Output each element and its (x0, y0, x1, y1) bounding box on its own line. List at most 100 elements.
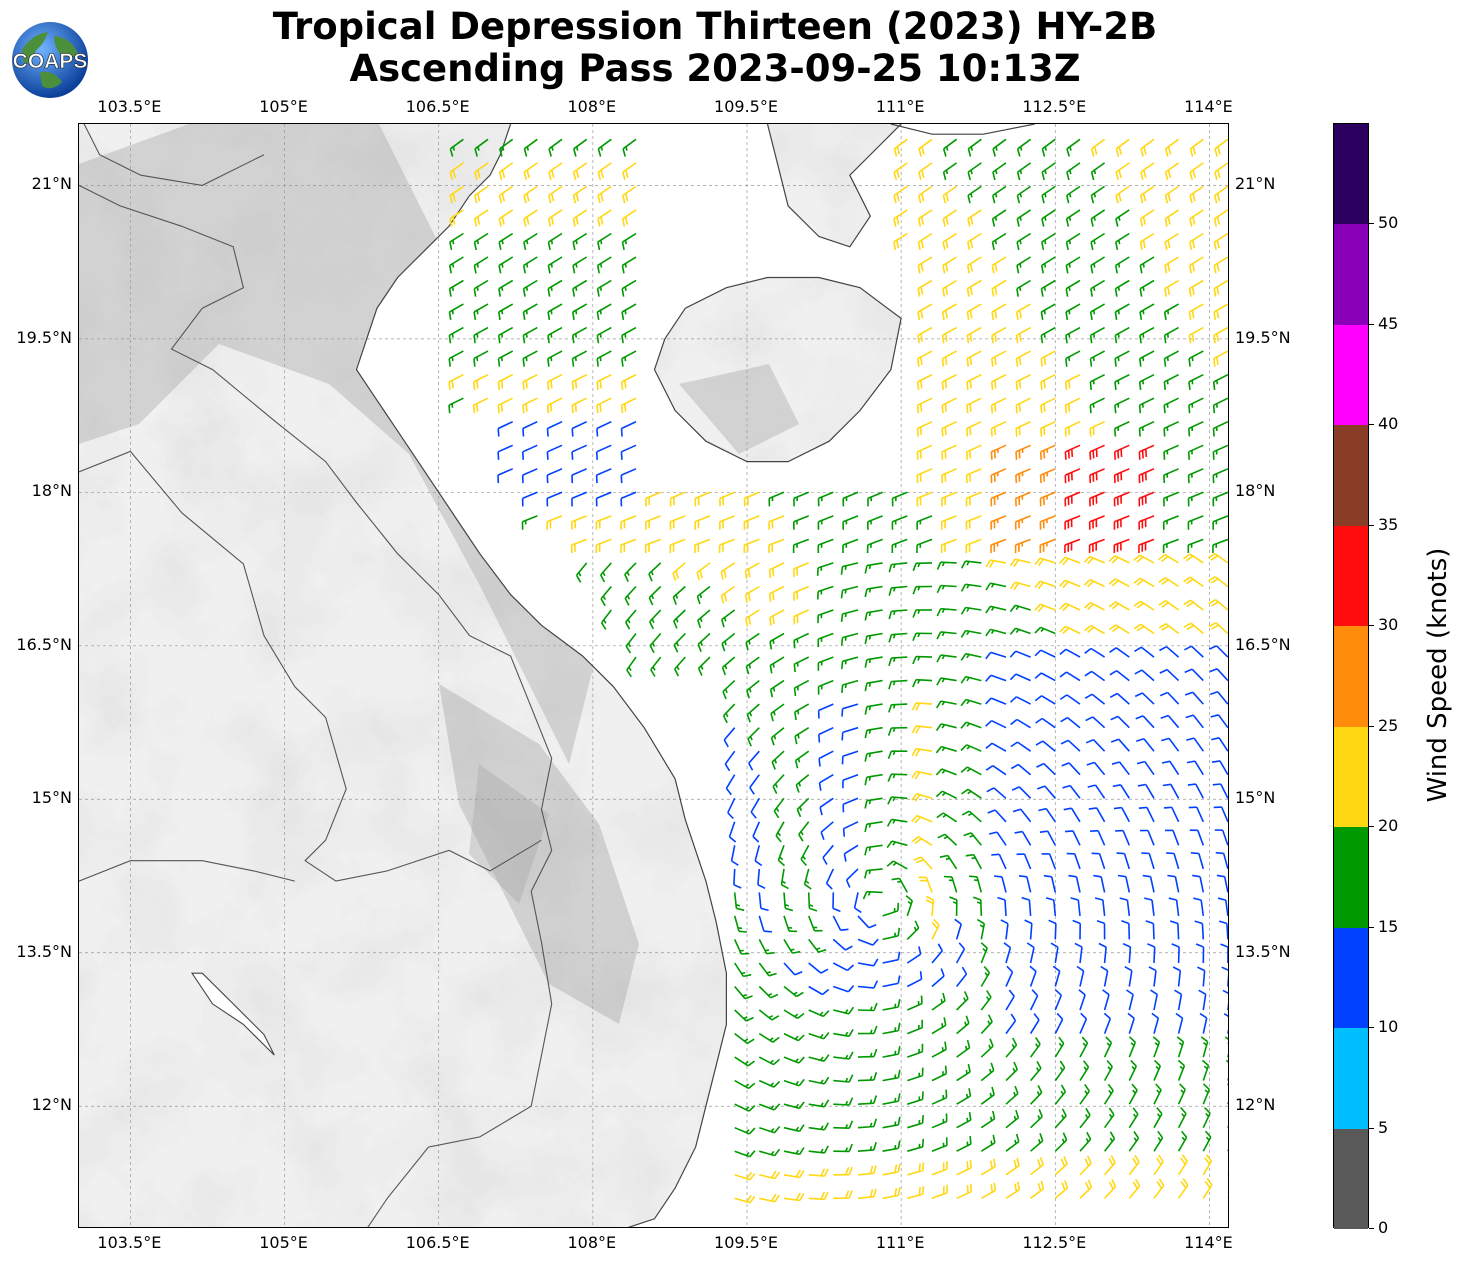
wind-barb (1054, 1108, 1067, 1129)
barb-staff (1054, 1115, 1067, 1129)
barb-half-flag (451, 333, 454, 338)
barb-flag (1090, 218, 1094, 227)
barb-staff (758, 915, 765, 932)
wind-barb (625, 633, 637, 654)
barb-staff (1115, 232, 1130, 243)
barb-flag (1193, 897, 1202, 901)
wind-barb (1005, 1157, 1020, 1176)
barb-half-flag (989, 1116, 993, 1121)
wind-barb (1186, 737, 1204, 752)
barb-half-flag (1179, 1065, 1184, 1070)
wind-barb (743, 538, 760, 553)
barb-flag (1015, 1133, 1020, 1142)
wind-barb (783, 1169, 805, 1179)
barb-flag (936, 561, 942, 570)
barb-flag (449, 241, 453, 251)
barb-flag (1013, 559, 1020, 567)
barb-flag (1081, 1036, 1089, 1044)
barb-flag (1127, 1012, 1135, 1020)
barb-flag (650, 669, 656, 677)
barb-half-flag (1093, 193, 1097, 198)
barb-staff (1114, 326, 1130, 337)
wind-barb (808, 938, 827, 953)
barb-flag (985, 605, 992, 614)
wind-barb (891, 538, 908, 553)
colorbar-segment (1334, 425, 1368, 526)
barb-flag (548, 171, 552, 181)
barb-flag (473, 335, 476, 344)
barb-staff (523, 138, 538, 150)
wind-barb (1041, 232, 1056, 251)
barb-half-flag (965, 1069, 968, 1075)
wind-barb (1158, 577, 1180, 588)
barb-flag (1011, 786, 1020, 791)
barb-flag (818, 758, 821, 767)
barb-flag (1188, 381, 1191, 390)
wind-barb (1009, 673, 1031, 682)
barb-staff (572, 209, 588, 220)
barb-flag (497, 358, 501, 367)
barb-half-flag (800, 831, 804, 836)
wind-barb (497, 420, 514, 437)
wind-barb (985, 765, 1007, 776)
barb-flag (1090, 265, 1094, 274)
wind-barb (931, 968, 945, 988)
barb-flag (551, 169, 555, 179)
barb-flag (722, 715, 728, 724)
wind-barb (759, 1103, 781, 1111)
barb-staff (1140, 600, 1155, 611)
barb-flag (799, 1147, 805, 1155)
barb-flag (916, 451, 919, 460)
wind-barb (817, 491, 834, 507)
barb-flag (746, 714, 751, 723)
barb-flag (1085, 716, 1094, 722)
barb-flag (697, 620, 702, 629)
barb-half-flag (966, 1117, 969, 1122)
barb-staff (750, 797, 760, 813)
barb-flag (1167, 146, 1172, 155)
barb-staff (857, 962, 874, 967)
wind-barb (943, 875, 958, 893)
barb-flag (1136, 760, 1145, 765)
barb-flag (796, 991, 804, 998)
barb-half-flag (941, 655, 946, 660)
barb-half-flag (868, 753, 872, 758)
barb-staff (1153, 970, 1157, 987)
barb-staff (1173, 853, 1180, 870)
barb-staff (808, 938, 820, 953)
barb-half-flag (892, 796, 896, 802)
wind-barb (672, 585, 686, 605)
barb-staff (1153, 1161, 1164, 1176)
wind-barb (985, 742, 1007, 752)
wind-barb (1079, 1107, 1091, 1129)
colorbar-segment (1334, 626, 1368, 727)
barb-staff (1188, 373, 1204, 383)
wind-barb (1015, 303, 1031, 321)
barb-flag (550, 216, 555, 225)
barb-flag (993, 1182, 997, 1191)
wind-barb (725, 774, 736, 796)
wind-barb (1158, 623, 1180, 635)
wind-barb (817, 585, 834, 600)
wind-barb (807, 892, 818, 912)
barb-flag (1086, 761, 1095, 766)
wind-barb (718, 538, 735, 554)
barb-flag (864, 636, 868, 645)
barb-staff (1015, 515, 1031, 523)
wind-barb (794, 727, 810, 745)
barb-half-flag (868, 635, 872, 640)
wind-barb (931, 1065, 948, 1082)
barb-flag (1158, 600, 1167, 606)
barb-flag (991, 358, 994, 367)
wind-barb (816, 562, 834, 576)
wind-barb (1014, 830, 1032, 846)
barb-flag (914, 771, 921, 780)
wind-barb (1189, 209, 1204, 227)
wind-barb (783, 1124, 805, 1133)
wind-barb (1163, 303, 1179, 321)
wind-barb (1202, 1154, 1213, 1176)
barb-flag (848, 1120, 854, 1129)
barb-staff (744, 491, 760, 500)
wind-barb (620, 373, 637, 390)
wind-barb (1084, 693, 1106, 705)
